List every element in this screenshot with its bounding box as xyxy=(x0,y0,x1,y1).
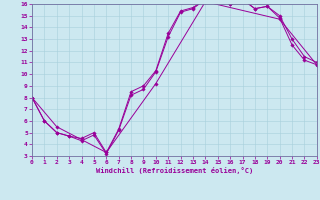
X-axis label: Windchill (Refroidissement éolien,°C): Windchill (Refroidissement éolien,°C) xyxy=(96,167,253,174)
